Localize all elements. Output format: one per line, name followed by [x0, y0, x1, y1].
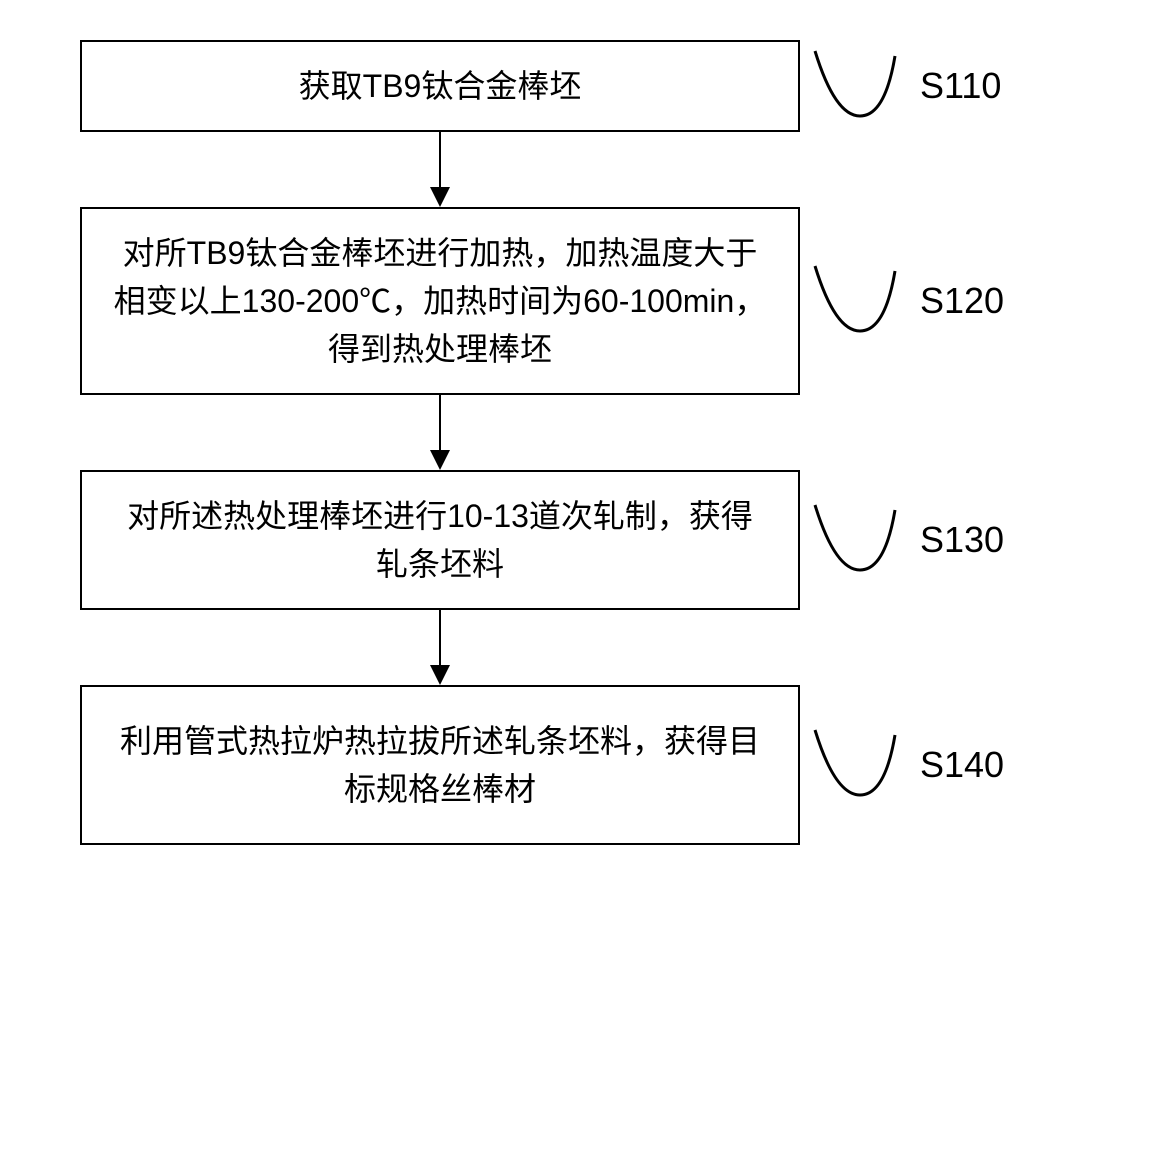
step-text-s140: 利用管式热拉炉热拉拔所述轧条坯料，获得目标规格丝棒材	[112, 717, 768, 813]
curve-connector-icon	[810, 46, 900, 126]
step-text-s130: 对所述热处理棒坯进行10-13道次轧制，获得轧条坯料	[112, 492, 768, 588]
step-label-s130: S130	[920, 519, 1004, 561]
curve-connector-icon	[810, 261, 900, 341]
step-label-s110: S110	[920, 65, 1001, 107]
arrow-container-3	[80, 610, 800, 685]
curve-connector-icon	[810, 500, 900, 580]
step-label-wrap-3: S130	[810, 500, 1004, 580]
step-label-wrap-4: S140	[810, 725, 1004, 805]
step-row-2: 对所TB9钛合金棒坯进行加热，加热温度大于相变以上130-200℃，加热时间为6…	[80, 207, 1131, 395]
step-label-wrap-2: S120	[810, 261, 1004, 341]
step-label-s120: S120	[920, 280, 1004, 322]
flowchart-container: 获取TB9钛合金棒坯 S110 对所TB9钛合金棒坯进行加热，加热温度大于相变以…	[80, 40, 1131, 845]
step-box-s110: 获取TB9钛合金棒坯	[80, 40, 800, 132]
step-box-s130: 对所述热处理棒坯进行10-13道次轧制，获得轧条坯料	[80, 470, 800, 610]
curve-connector-icon	[810, 725, 900, 805]
step-row-3: 对所述热处理棒坯进行10-13道次轧制，获得轧条坯料 S130	[80, 470, 1131, 610]
step-text-s120: 对所TB9钛合金棒坯进行加热，加热温度大于相变以上130-200℃，加热时间为6…	[112, 229, 768, 373]
step-box-s140: 利用管式热拉炉热拉拔所述轧条坯料，获得目标规格丝棒材	[80, 685, 800, 845]
arrow-down-icon	[420, 610, 460, 685]
step-box-s120: 对所TB9钛合金棒坯进行加热，加热温度大于相变以上130-200℃，加热时间为6…	[80, 207, 800, 395]
arrow-container-1	[80, 132, 800, 207]
step-row-4: 利用管式热拉炉热拉拔所述轧条坯料，获得目标规格丝棒材 S140	[80, 685, 1131, 845]
step-row-1: 获取TB9钛合金棒坯 S110	[80, 40, 1131, 132]
step-text-s110: 获取TB9钛合金棒坯	[299, 62, 582, 110]
arrow-down-icon	[420, 395, 460, 470]
arrow-container-2	[80, 395, 800, 470]
step-label-s140: S140	[920, 744, 1004, 786]
arrow-down-icon	[420, 132, 460, 207]
step-label-wrap-1: S110	[810, 46, 1001, 126]
